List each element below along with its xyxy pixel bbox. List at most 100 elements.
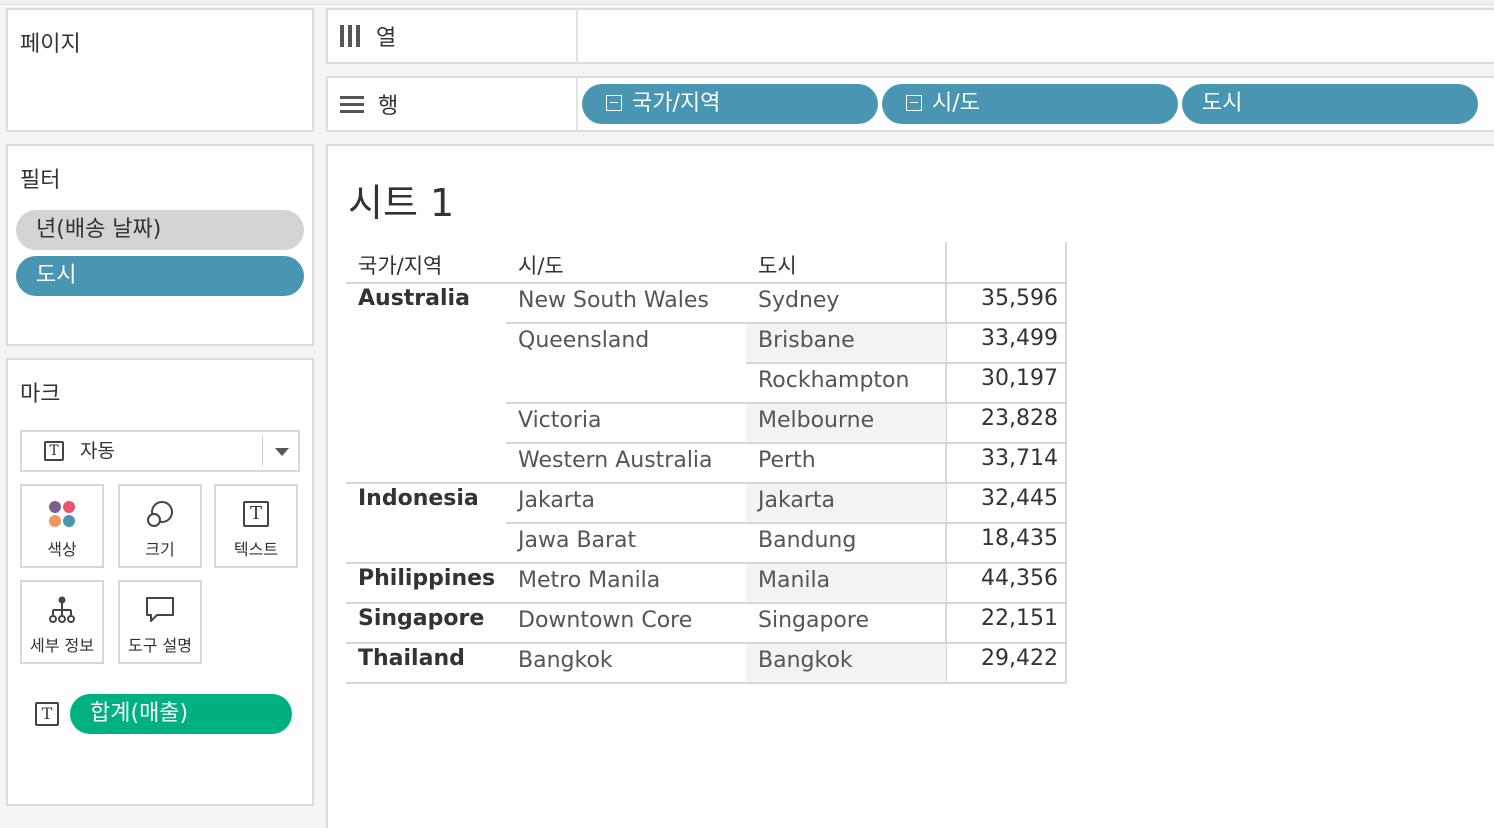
cell-city[interactable]: Manila <box>758 568 831 593</box>
cell-city[interactable]: Rockhampton <box>758 368 910 393</box>
city-cell-band <box>746 404 946 444</box>
marks-card-title: 마크 <box>20 382 61 407</box>
cell-country-region[interactable]: Indonesia <box>358 486 479 511</box>
header-country-region[interactable]: 국가/지역 <box>358 254 443 278</box>
columns-shelf-label: 열 <box>376 26 397 51</box>
cell-state[interactable]: New South Wales <box>518 288 709 313</box>
dropdown-separator <box>262 436 263 466</box>
rows-shelf-separator <box>576 78 578 130</box>
cell-city[interactable]: Brisbane <box>758 328 855 353</box>
color-icon <box>22 498 102 530</box>
cell-city[interactable]: Bandung <box>758 528 857 553</box>
pages-card-title: 페이지 <box>20 32 81 57</box>
filter-pill-city[interactable]: 도시 <box>16 256 304 296</box>
row-divider <box>346 602 1066 604</box>
cell-sum-sales[interactable]: 23,828 <box>981 406 1058 431</box>
columns-shelf[interactable]: 열 <box>326 8 1494 64</box>
cell-city[interactable]: Jakarta <box>758 488 835 513</box>
mark-type-dropdown[interactable]: T 자동 <box>20 430 300 472</box>
cell-country-region[interactable]: Philippines <box>358 566 496 591</box>
city-cell-band <box>746 644 946 684</box>
tooltip-icon <box>120 594 200 626</box>
chevron-down-icon[interactable] <box>275 448 289 456</box>
cell-sum-sales[interactable]: 44,356 <box>981 566 1058 591</box>
tooltip-button[interactable]: 도구 설명 <box>118 580 202 664</box>
cell-city[interactable]: Sydney <box>758 288 840 313</box>
color-button[interactable]: 색상 <box>20 484 104 568</box>
detail-button[interactable]: 세부 정보 <box>20 580 104 664</box>
text-button-label: 텍스트 <box>233 540 279 559</box>
header-divider <box>1065 242 1067 684</box>
mark-type-value: 자동 <box>80 440 115 462</box>
columns-shelf-separator <box>576 10 578 62</box>
cell-sum-sales[interactable]: 18,435 <box>981 526 1058 551</box>
cell-state[interactable]: Bangkok <box>518 648 613 673</box>
size-button-label: 크기 <box>145 540 175 559</box>
row-divider <box>346 682 1066 684</box>
filter-pill-ship-year[interactable]: 년(배송 날짜) <box>16 210 304 250</box>
row-pill-label: 국가/지역 <box>632 91 721 116</box>
city-cell-band <box>746 324 946 364</box>
size-button[interactable]: 크기 <box>118 484 202 568</box>
cell-city[interactable]: Melbourne <box>758 408 875 433</box>
collapse-icon[interactable] <box>606 94 622 111</box>
row-divider <box>346 562 1066 564</box>
header-city[interactable]: 도시 <box>758 254 797 278</box>
row-pill-label: 시/도 <box>932 91 980 116</box>
header-divider <box>945 242 947 684</box>
cell-city[interactable]: Perth <box>758 448 816 473</box>
detail-icon <box>22 594 102 626</box>
rows-shelf-label: 행 <box>378 94 399 119</box>
columns-icon <box>340 25 360 47</box>
text-mark-icon: T <box>44 441 64 461</box>
cell-sum-sales[interactable]: 33,499 <box>981 326 1058 351</box>
sheet-title: 시트 1 <box>348 181 455 225</box>
row-pill-country-region[interactable]: 국가/지역 <box>582 84 878 124</box>
row-pill-city[interactable]: 도시 <box>1182 84 1478 124</box>
measure-pill-sum-sales[interactable]: 합계(매출) <box>70 694 292 734</box>
cell-country-region[interactable]: Thailand <box>358 646 465 671</box>
cell-city[interactable]: Singapore <box>758 608 869 633</box>
row-divider <box>506 322 1066 324</box>
size-icon <box>120 498 200 530</box>
city-cell-band <box>746 484 946 524</box>
cell-sum-sales[interactable]: 29,422 <box>981 646 1058 671</box>
cell-state[interactable]: Metro Manila <box>518 568 661 593</box>
cell-sum-sales[interactable]: 32,445 <box>981 486 1058 511</box>
row-divider <box>746 362 1066 364</box>
row-divider <box>506 442 1066 444</box>
filters-card-title: 필터 <box>20 168 61 193</box>
detail-button-label: 세부 정보 <box>30 636 94 655</box>
row-divider <box>346 482 1066 484</box>
cell-country-region[interactable]: Australia <box>358 286 470 311</box>
cell-state[interactable]: Jakarta <box>518 488 595 513</box>
columns-shelf-label-wrap: 열 <box>340 10 396 62</box>
cell-city[interactable]: Bangkok <box>758 648 853 673</box>
rows-shelf-label-wrap: 행 <box>340 78 398 130</box>
row-divider <box>346 642 1066 644</box>
collapse-icon[interactable] <box>906 94 922 111</box>
cell-country-region[interactable]: Singapore <box>358 606 485 631</box>
top-toolbar-strip <box>0 0 1494 5</box>
cell-sum-sales[interactable]: 33,714 <box>981 446 1058 471</box>
row-pill-state[interactable]: 시/도 <box>882 84 1178 124</box>
header-state[interactable]: 시/도 <box>518 254 564 278</box>
row-divider <box>506 522 1066 524</box>
text-field-icon: T <box>35 702 59 726</box>
cell-state[interactable]: Victoria <box>518 408 602 433</box>
tooltip-button-label: 도구 설명 <box>128 636 192 655</box>
rows-icon <box>340 95 364 113</box>
row-divider <box>346 282 1066 284</box>
cell-state[interactable]: Jawa Barat <box>518 528 637 553</box>
cell-state[interactable]: Queensland <box>518 328 650 353</box>
cell-state[interactable]: Western Australia <box>518 448 713 473</box>
text-button[interactable]: T 텍스트 <box>214 484 298 568</box>
text-icon: T <box>216 498 296 530</box>
pages-card[interactable]: 페이지 <box>6 8 314 132</box>
cell-sum-sales[interactable]: 22,151 <box>981 606 1058 631</box>
row-divider <box>506 402 1066 404</box>
cell-sum-sales[interactable]: 35,596 <box>981 286 1058 311</box>
city-cell-band <box>746 564 946 604</box>
cell-sum-sales[interactable]: 30,197 <box>981 366 1058 391</box>
cell-state[interactable]: Downtown Core <box>518 608 693 633</box>
